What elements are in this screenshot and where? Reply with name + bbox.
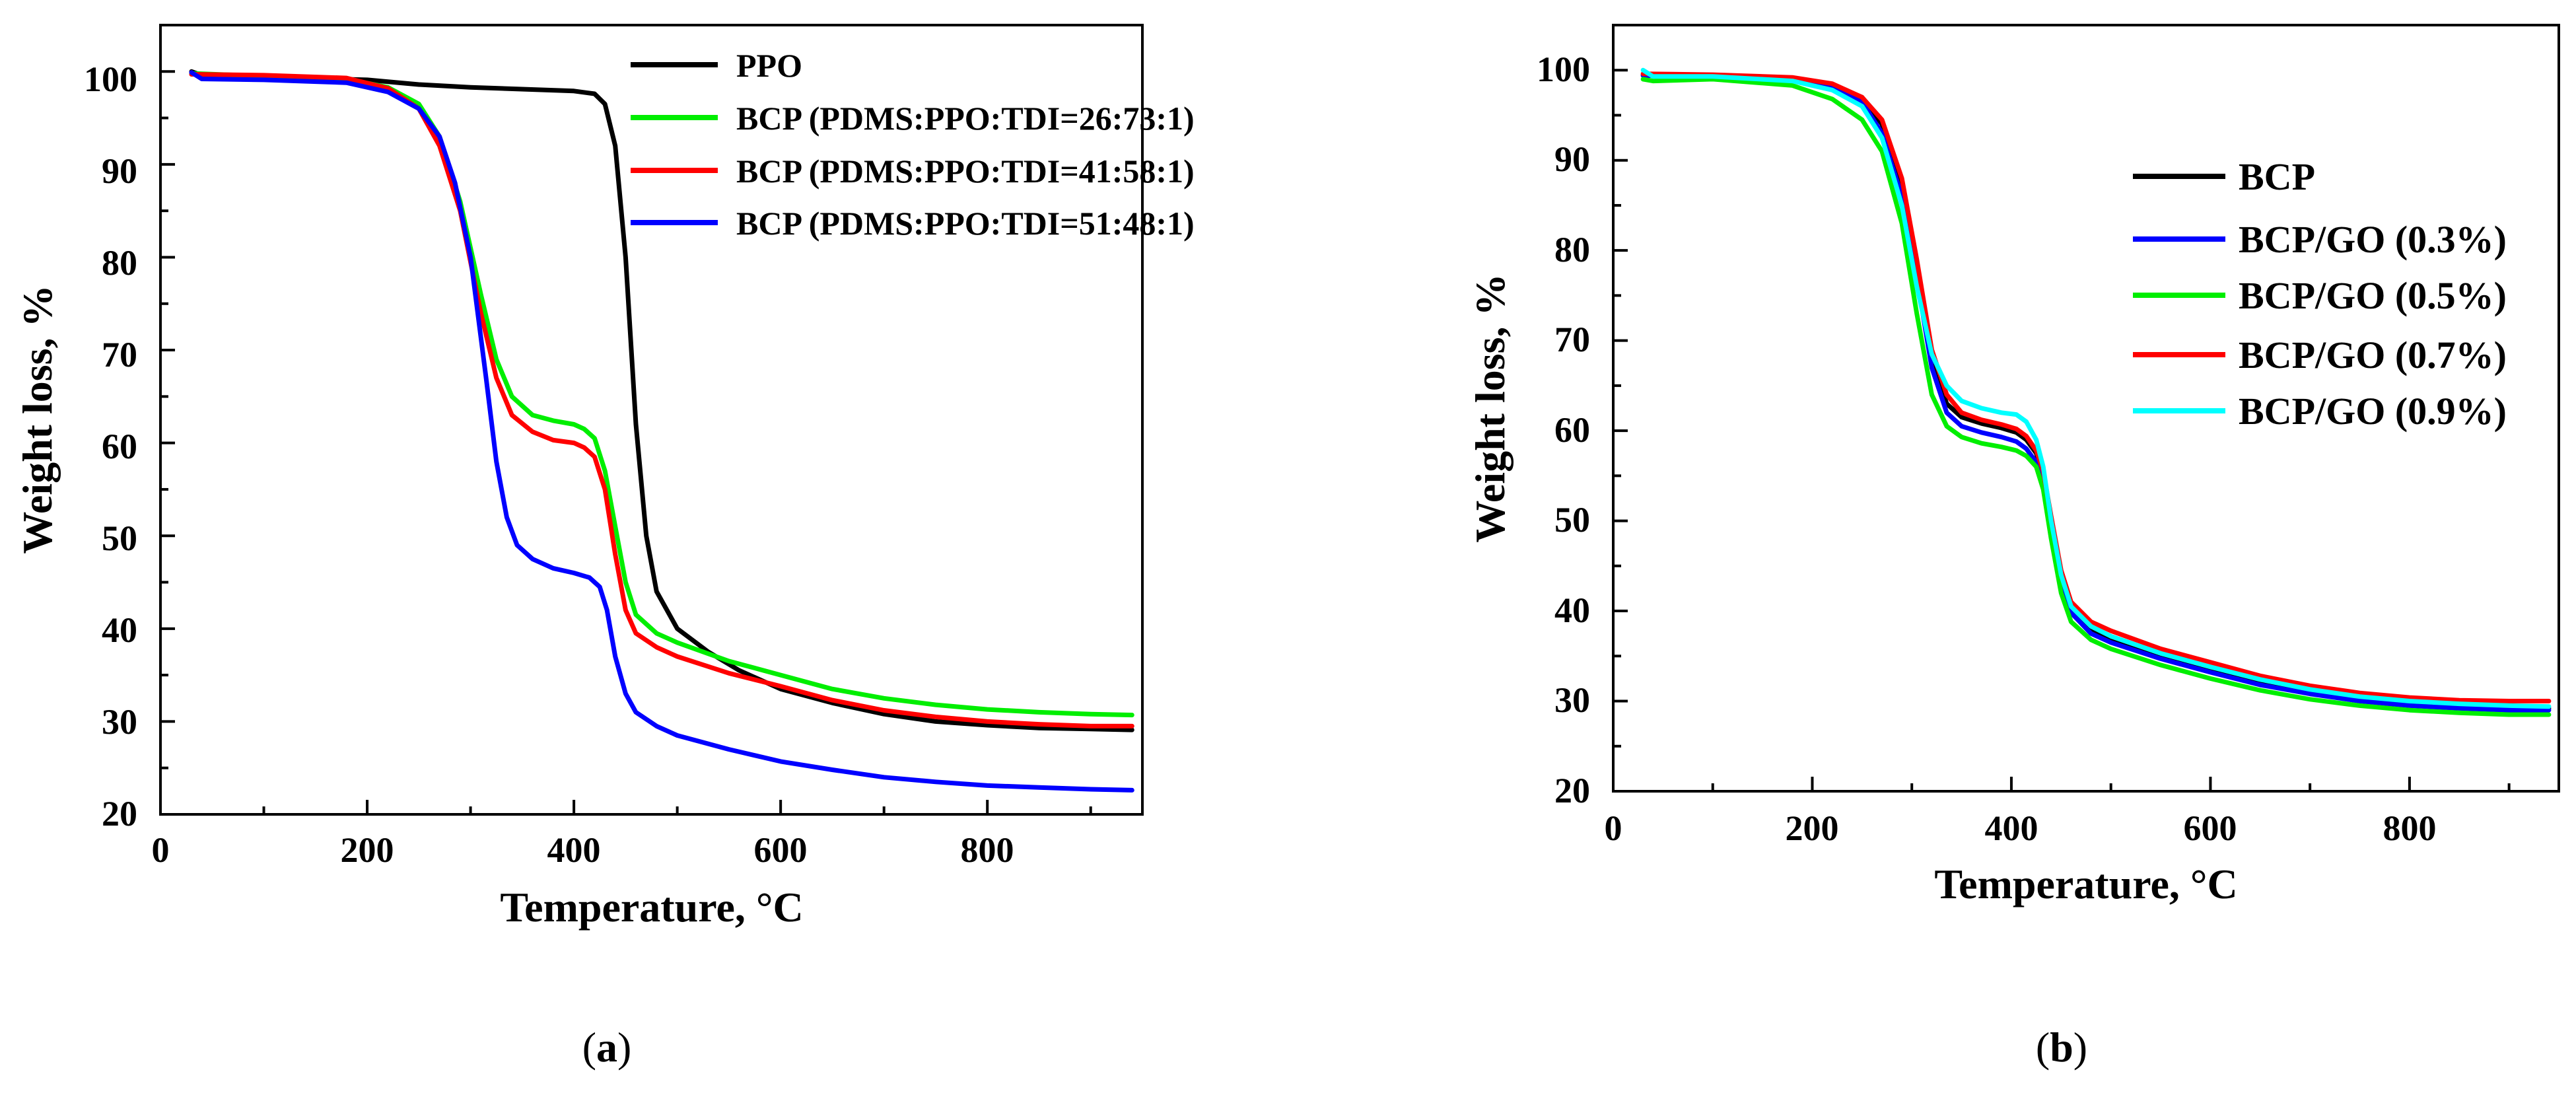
panel-a-series-line-1 <box>189 69 1134 732</box>
panel-a-x-axis-title-text: Temperature, <box>500 884 746 931</box>
panel-b-y-tick-label: 100 <box>1537 50 1590 89</box>
panel-b-legend-label: BCP <box>2239 155 2315 198</box>
panel-a-frame <box>159 24 1144 816</box>
panel-a-x-tick-label: 200 <box>341 830 394 870</box>
panel-b-y-tick-label: 60 <box>1554 410 1590 450</box>
panel-b-x-tick-label: 0 <box>1605 808 1622 848</box>
panel-b-series-line-5 <box>1640 67 2552 709</box>
panel-a-caption-letter: a <box>596 1024 617 1071</box>
panel-b-series-line-3 <box>1640 77 2552 717</box>
panel-a-y-tick-label: 70 <box>102 335 137 374</box>
panel-b-y-tick-label: 20 <box>1554 771 1590 810</box>
panel-a-x-axis-title: Temperature, °C <box>500 884 803 931</box>
panel-b-series <box>1640 67 2552 717</box>
panel-b-y-tick-label: 50 <box>1554 500 1590 540</box>
panel-b-frame <box>1612 24 2560 793</box>
panel-b-x-tick-label: 800 <box>2383 808 2437 848</box>
panel-a-y-tick-label: 50 <box>102 518 137 558</box>
panel-b-y-tick-label: 40 <box>1554 590 1590 630</box>
panel-b-y-tick-label: 30 <box>1554 680 1590 720</box>
panel-b-plot-area <box>1612 24 2560 793</box>
panel-b-x-tick-label: 600 <box>2184 808 2237 848</box>
panel-b-legend-label: BCP/GO (0.5%) <box>2239 274 2507 317</box>
panel-b-caption-letter: b <box>2050 1024 2073 1071</box>
panel-a-x-tick-label: 600 <box>754 830 808 870</box>
panel-a-y-tick-label: 30 <box>102 702 137 742</box>
panel-a-series <box>189 69 1134 793</box>
panel-a-x-axis-unit: °C <box>756 884 804 931</box>
panel-a-y-axis-title: Weight loss, % <box>14 285 61 553</box>
panel-b-legend-label: BCP/GO (0.3%) <box>2239 218 2507 261</box>
panel-a-legend-label: BCP (PDMS:PPO:TDI=26:73:1) <box>736 100 1195 137</box>
panel-b-y-tick-label: 90 <box>1554 139 1590 179</box>
panel-a-x-tick-label: 0 <box>152 830 170 870</box>
panel-a-legend-label: PPO <box>736 47 802 84</box>
panel-b-legend-label: BCP/GO (0.7%) <box>2239 334 2507 376</box>
panel-a-caption: (a) <box>582 1024 632 1071</box>
panel-a-series-line-4 <box>189 70 1134 793</box>
panel-a-y-tick-label: 80 <box>102 243 137 283</box>
panel-b-x-tick-label: 400 <box>1985 808 2038 848</box>
panel-b-y-tick-label: 70 <box>1554 320 1590 359</box>
panel-a-x-tick-label: 800 <box>961 830 1014 870</box>
panel-b-caption: (b) <box>2036 1024 2087 1071</box>
panel-a-legend-label: BCP (PDMS:PPO:TDI=51:48:1) <box>736 205 1195 242</box>
panel-a-y-tick-label: 90 <box>102 151 137 191</box>
panel-b-chart: 0 200 400 600 800 20 30 40 50 60 70 80 9… <box>1467 24 2560 1071</box>
panel-b-y-tick-label: 80 <box>1554 230 1590 269</box>
panel-b-x-axis-title-text: Temperature, <box>1934 861 2180 907</box>
panel-a-chart: 0 200 400 600 800 20 30 40 50 60 70 80 9… <box>14 24 1195 1071</box>
panel-a-y-tick-label: 40 <box>102 610 137 650</box>
panel-b-series-line-4 <box>1640 71 2552 703</box>
panel-b-x-axis-title: Temperature, °C <box>1934 861 2237 907</box>
panel-b-legend: BCP BCP/GO (0.3%) BCP/GO (0.5%) BCP/GO (… <box>2133 155 2507 433</box>
panel-a-x-tick-label: 400 <box>547 830 601 870</box>
panel-b-x-axis-unit: °C <box>2190 861 2238 907</box>
panel-a-y-tick-label: 20 <box>102 794 137 834</box>
panel-a-legend: PPO BCP (PDMS:PPO:TDI=26:73:1) BCP (PDMS… <box>631 47 1195 242</box>
panel-b-x-tick-label: 200 <box>1786 808 1839 848</box>
panel-a-y-tick-label: 60 <box>102 427 137 466</box>
panel-b-series-line-2 <box>1640 73 2552 713</box>
panel-a-plot-area <box>159 24 1144 816</box>
panel-a-y-tick-label: 100 <box>84 59 137 99</box>
panel-a-series-line-3 <box>189 72 1134 728</box>
panel-a-ticks <box>159 70 1092 816</box>
panel-b-y-axis-title: Weight loss, % <box>1467 273 1514 542</box>
panel-b-ticks <box>1612 69 2511 793</box>
panel-a-legend-label: BCP (PDMS:PPO:TDI=41:58:1) <box>736 153 1195 190</box>
panel-b-legend-label: BCP/GO (0.9%) <box>2239 390 2507 433</box>
